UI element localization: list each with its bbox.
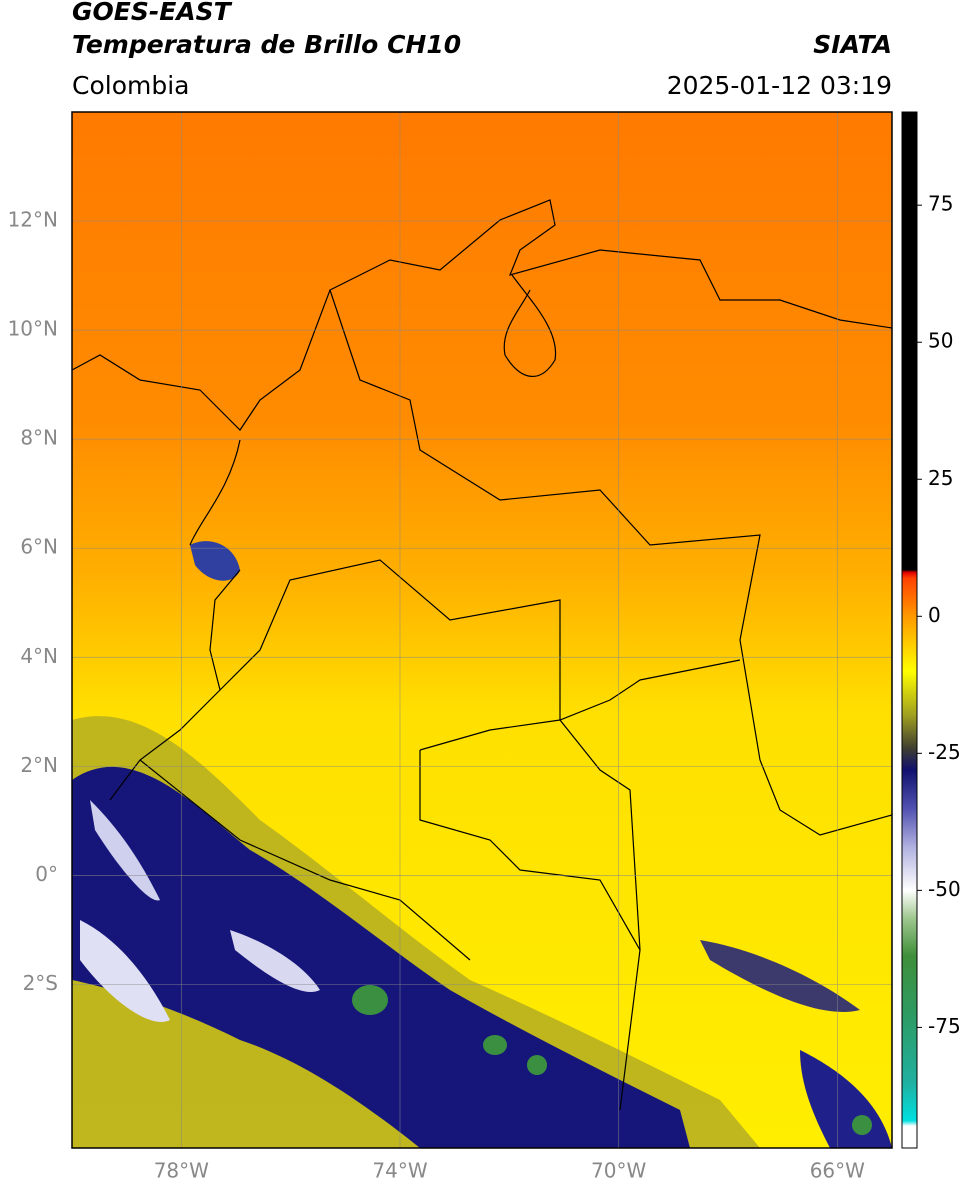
graticule xyxy=(72,112,892,1148)
region: Colombia xyxy=(72,71,189,100)
map-frame xyxy=(71,111,893,1149)
source: SIATA xyxy=(813,30,892,59)
lat-tick-label: 10°N xyxy=(8,317,58,341)
lat-tick-label: 8°N xyxy=(20,426,58,450)
colorbar-tick-label: -25 xyxy=(928,740,961,764)
datetime: 2025-01-12 03:19 xyxy=(667,71,892,100)
title: GOES-EAST xyxy=(72,0,233,26)
satellite-image xyxy=(72,112,892,1148)
lon-tick-label: 66°W xyxy=(810,1159,865,1183)
lat-tick-label: 4°N xyxy=(20,644,58,668)
lat-tick-label: 2°S xyxy=(23,971,58,995)
colorbar-tick-label: 50 xyxy=(928,329,953,353)
colorbar-tick-label: 0 xyxy=(928,603,941,627)
colorbar-tick-label: 75 xyxy=(928,192,953,216)
subtitle: Temperatura de Brillo CH10 xyxy=(72,30,461,59)
lon-tick-label: 70°W xyxy=(591,1159,646,1183)
colorbar-tick-label: -50 xyxy=(928,877,961,901)
colorbar xyxy=(901,111,918,1149)
lon-tick-label: 78°W xyxy=(154,1159,209,1183)
lat-tick-label: 0° xyxy=(35,862,58,886)
lon-tick-label: 74°W xyxy=(372,1159,427,1183)
lat-tick-label: 6°N xyxy=(20,535,58,559)
colorbar-tick-label: 25 xyxy=(928,466,953,490)
lat-tick-label: 12°N xyxy=(8,208,58,232)
lat-tick-label: 2°N xyxy=(20,753,58,777)
colorbar-tick-label: -75 xyxy=(928,1014,961,1038)
